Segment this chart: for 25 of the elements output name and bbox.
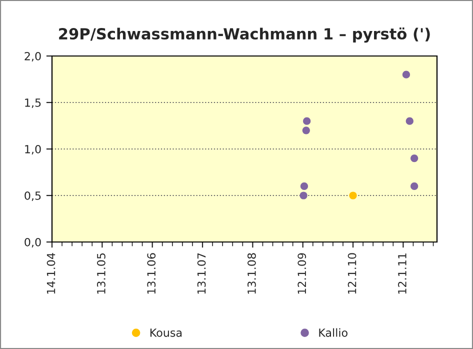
point bbox=[410, 182, 418, 190]
x-tick-label: 13.1.06 bbox=[147, 253, 156, 294]
chart-title: 29P/Schwassmann-Wachmann 1 – pyrstö (') bbox=[59, 28, 430, 43]
x-tick-label: 13.1.07 bbox=[197, 253, 206, 294]
y-tick-label: 0,5 bbox=[24, 191, 41, 202]
x-tick-label: 12.1.11 bbox=[398, 253, 406, 294]
legend-label: Kousa bbox=[150, 328, 182, 337]
legend-label: Kallio bbox=[319, 328, 348, 337]
point bbox=[410, 154, 418, 162]
x-tick-label: 13.1.05 bbox=[96, 253, 106, 294]
x-tick-label: 13.1.08 bbox=[248, 253, 256, 294]
point bbox=[302, 126, 310, 134]
point bbox=[300, 192, 308, 200]
y-tick-label: 1,0 bbox=[25, 144, 41, 155]
x-tick-label: 12.1.09 bbox=[298, 253, 306, 294]
y-tick-label: 2,0 bbox=[24, 52, 41, 62]
x-tick-label: 14.1.04 bbox=[46, 253, 56, 294]
point bbox=[402, 70, 410, 78]
y-tick-label: 0,0 bbox=[24, 238, 41, 248]
point bbox=[303, 117, 311, 125]
point bbox=[300, 182, 308, 190]
point bbox=[406, 117, 414, 125]
y-tick-label: 1,5 bbox=[25, 98, 41, 108]
x-tick-label: 12.1.10 bbox=[348, 253, 356, 294]
point bbox=[349, 192, 357, 200]
